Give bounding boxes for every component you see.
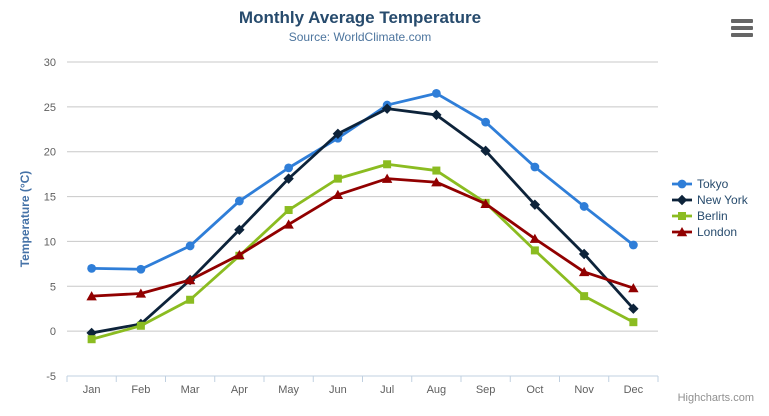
circle-marker	[530, 162, 540, 172]
xaxis-tick-label: Jan	[83, 384, 101, 396]
triangle-marker	[529, 233, 541, 243]
yaxis-title: Temperature (°C)	[18, 170, 32, 268]
diamond-marker	[431, 109, 442, 121]
xaxis-tick-label: Nov	[574, 384, 594, 396]
legend-item-berlin[interactable]: Berlin	[672, 210, 748, 222]
circle-marker	[284, 163, 294, 173]
triangle-marker	[135, 288, 147, 298]
legend-item-new-york[interactable]: New York	[672, 194, 748, 206]
xaxis-tick-label: Mar	[181, 384, 200, 396]
triangle-marker	[332, 189, 344, 199]
square-marker	[383, 160, 392, 169]
yaxis-tick-label: 20	[44, 147, 56, 159]
diamond-marker	[676, 194, 688, 206]
series-london	[86, 173, 639, 301]
yaxis-tick-label: 30	[44, 57, 56, 69]
export-menu-button[interactable]	[731, 19, 753, 37]
circle-marker	[677, 179, 687, 189]
diamond-marker	[381, 103, 393, 114]
xaxis-tick-label: Jun	[329, 384, 347, 396]
circle-marker	[481, 117, 491, 127]
yaxis-tick-label: 10	[44, 236, 56, 248]
circle-marker	[628, 240, 638, 250]
hamburger-icon	[731, 19, 753, 23]
yaxis-tick-label: 25	[44, 102, 56, 114]
diamond-marker	[628, 303, 639, 314]
legend-marker	[672, 179, 692, 189]
legend-label: Berlin	[697, 209, 728, 223]
series-line	[90, 177, 635, 298]
square-marker	[186, 295, 195, 304]
diamond-marker	[234, 224, 245, 235]
triangle-marker	[628, 283, 639, 293]
xaxis-tick-label: Jul	[380, 384, 394, 396]
hamburger-icon	[731, 33, 753, 37]
chart-subtitle: Source: WorldClimate.com	[288, 30, 432, 44]
xaxis-tick-label: Sep	[476, 384, 496, 396]
credits-link[interactable]: Highcharts.com	[677, 392, 754, 404]
diamond-marker	[283, 173, 294, 184]
yaxis-tick-label: 0	[50, 326, 56, 338]
series-line	[90, 107, 635, 335]
yaxis-tick-label: -5	[46, 371, 56, 383]
diamond-marker	[480, 145, 491, 157]
circle-marker	[185, 241, 195, 251]
triangle-marker	[480, 198, 491, 208]
circle-marker	[87, 263, 97, 273]
series-new-york	[86, 103, 639, 339]
xaxis-tick-label: Dec	[624, 384, 644, 396]
series-line	[90, 162, 635, 341]
hamburger-icon	[731, 26, 753, 30]
triangle-marker	[578, 266, 590, 277]
legend-item-london[interactable]: London	[672, 226, 748, 238]
square-marker	[284, 206, 293, 215]
square-marker	[333, 174, 342, 183]
square-marker	[87, 335, 96, 344]
xaxis-tick-label: Oct	[526, 384, 543, 396]
triangle-marker	[431, 177, 442, 187]
yaxis-tick-label: 5	[50, 281, 56, 293]
circle-marker	[579, 202, 589, 211]
xaxis-tick-label: Feb	[131, 384, 150, 396]
legend-marker	[672, 227, 692, 237]
square-marker	[136, 321, 145, 330]
square-marker	[629, 318, 638, 327]
legend-label: New York	[697, 193, 748, 207]
square-marker	[678, 212, 686, 220]
triangle-marker	[283, 219, 294, 229]
diamond-marker	[578, 248, 590, 260]
triangle-marker	[234, 249, 245, 260]
xaxis-tick-label: Aug	[427, 384, 447, 396]
circle-marker	[431, 89, 441, 98]
legend-label: Tokyo	[697, 177, 729, 191]
triangle-marker	[86, 291, 97, 301]
circle-marker	[136, 264, 146, 274]
square-marker	[530, 246, 539, 255]
legend: Tokyo New York Berlin London	[672, 178, 748, 238]
circle-marker	[234, 196, 244, 206]
diamond-marker	[529, 199, 541, 210]
square-marker	[432, 166, 441, 175]
yaxis-tick-label: 15	[44, 192, 56, 204]
legend-item-tokyo[interactable]: Tokyo	[672, 178, 748, 190]
xaxis-tick-label: May	[278, 384, 299, 396]
legend-marker	[672, 212, 692, 220]
square-marker	[580, 292, 589, 301]
xaxis-tick-label: Apr	[231, 384, 248, 396]
chart-title: Monthly Average Temperature	[238, 8, 482, 27]
diamond-marker	[332, 128, 344, 139]
triangle-marker	[381, 173, 393, 183]
legend-label: London	[697, 225, 738, 239]
legend-marker	[672, 194, 692, 206]
triangle-marker	[676, 227, 688, 237]
triangle-marker	[184, 275, 196, 285]
series-tokyo	[87, 89, 638, 274]
